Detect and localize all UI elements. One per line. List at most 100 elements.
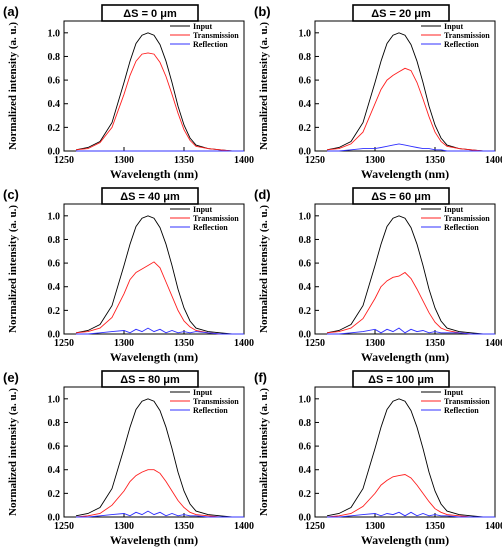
panel-label: (a) xyxy=(3,4,19,19)
y-tick-label: 0.0 xyxy=(299,330,312,341)
x-axis-label: Wavelength (nm) xyxy=(361,167,449,181)
y-tick-label: 0.8 xyxy=(299,52,312,63)
panel-label: (c) xyxy=(3,187,19,202)
y-tick-label: 0.6 xyxy=(48,76,61,87)
y-tick-label: 0.2 xyxy=(48,489,61,500)
y-tick-label: 1.0 xyxy=(48,211,61,222)
y-tick-label: 0.4 xyxy=(48,99,61,110)
series-line-transmission xyxy=(326,474,495,518)
y-tick-label: 0.2 xyxy=(299,306,312,317)
series-line-input xyxy=(326,215,495,335)
chart-title: ΔS = 100 μm xyxy=(368,374,434,386)
x-axis-label: Wavelength (nm) xyxy=(361,350,449,364)
y-tick-label: 0.4 xyxy=(48,465,61,476)
series-line-transmission xyxy=(326,67,495,152)
legend-label: Input xyxy=(444,388,463,397)
y-tick-label: 0.0 xyxy=(299,513,312,524)
y-tick-label: 0.0 xyxy=(48,330,61,341)
x-tick-label: 1300 xyxy=(114,155,134,166)
legend-label: Transmission xyxy=(193,397,239,406)
y-tick-label: 0.6 xyxy=(299,442,312,453)
y-tick-label: 0.4 xyxy=(299,99,312,110)
x-axis-label: Wavelength (nm) xyxy=(110,350,198,364)
y-tick-label: 0.8 xyxy=(299,235,312,246)
x-tick-label: 1350 xyxy=(174,155,194,166)
plot-frame xyxy=(314,386,496,518)
x-tick-label: 1350 xyxy=(425,521,445,532)
panel-label: (d) xyxy=(254,187,271,202)
x-tick-label: 1250 xyxy=(305,155,325,166)
x-tick-label: 1400 xyxy=(234,155,254,166)
x-axis-label: Wavelength (nm) xyxy=(361,533,449,547)
legend-label: Transmission xyxy=(193,31,239,40)
y-axis-label: Normalized intensity (a. u.) xyxy=(258,22,270,150)
y-tick-label: 0.6 xyxy=(299,76,312,87)
x-tick-label: 1300 xyxy=(114,521,134,532)
legend-label: Input xyxy=(193,22,212,31)
series-line-input xyxy=(326,32,495,152)
chart-title: ΔS = 80 μm xyxy=(120,374,180,386)
x-tick-label: 1250 xyxy=(305,338,325,349)
legend-label: Transmission xyxy=(444,214,490,223)
panel-label: (f) xyxy=(254,370,267,385)
y-tick-label: 0.8 xyxy=(48,418,61,429)
y-tick-label: 0.0 xyxy=(299,147,312,158)
x-tick-label: 1250 xyxy=(305,521,325,532)
x-tick-label: 1300 xyxy=(365,521,385,532)
y-tick-label: 0.8 xyxy=(48,235,61,246)
legend-label: Transmission xyxy=(193,214,239,223)
x-tick-label: 1350 xyxy=(425,155,445,166)
y-tick-label: 0.4 xyxy=(299,282,312,293)
chart-panel: (b) ΔS = 20 μm 1250 1300 1350 1400 0.0 0.2 0.4 0.… xyxy=(254,4,502,181)
x-tick-label: 1400 xyxy=(234,338,254,349)
plot-frame xyxy=(314,203,496,335)
series-line-reflection xyxy=(327,143,495,152)
series-line-reflection xyxy=(327,511,495,518)
chart-panel: (d) ΔS = 60 μm 1250 1300 1350 1400 0.0 0.2 0.4 0.… xyxy=(254,187,502,364)
x-tick-label: 1400 xyxy=(485,521,502,532)
y-tick-label: 0.6 xyxy=(48,259,61,270)
plot-frame xyxy=(63,386,245,518)
legend-label: Input xyxy=(444,205,463,214)
series-line-reflection xyxy=(76,510,244,518)
x-tick-label: 1350 xyxy=(425,338,445,349)
legend-label: Reflection xyxy=(193,40,228,49)
y-axis-label: Normalized intensity (a. u.) xyxy=(258,205,270,333)
x-tick-label: 1250 xyxy=(54,521,74,532)
y-axis-label: Normalized intensity (a. u.) xyxy=(7,205,19,333)
legend-label: Input xyxy=(444,22,463,31)
series-line-input xyxy=(326,398,495,518)
plot-frame xyxy=(314,20,496,152)
legend-label: Reflection xyxy=(193,406,228,415)
series-line-input xyxy=(75,215,244,335)
chart-panel: (f) ΔS = 100 μm 1250 1300 1350 1400 0.0 0.2 0.4 0… xyxy=(254,370,502,547)
panel-label: (e) xyxy=(3,370,19,385)
legend-label: Reflection xyxy=(444,223,479,232)
x-tick-label: 1300 xyxy=(365,338,385,349)
series-line-input xyxy=(75,398,244,518)
y-tick-label: 0.6 xyxy=(48,442,61,453)
y-tick-label: 0.0 xyxy=(48,513,61,524)
y-tick-label: 0.2 xyxy=(299,123,312,134)
x-tick-label: 1300 xyxy=(365,155,385,166)
legend-label: Input xyxy=(193,205,212,214)
series-line-input xyxy=(75,32,244,152)
chart-panel: (c) ΔS = 40 μm 1250 1300 1350 1400 0.0 0.2 0.4 0.… xyxy=(3,187,254,364)
y-tick-label: 0.4 xyxy=(48,282,61,293)
y-axis-label: Normalized intensity (a. u.) xyxy=(7,22,19,150)
y-tick-label: 0.6 xyxy=(299,259,312,270)
y-tick-label: 0.2 xyxy=(299,489,312,500)
y-tick-label: 1.0 xyxy=(299,28,312,39)
x-tick-label: 1300 xyxy=(114,338,134,349)
y-tick-label: 1.0 xyxy=(48,394,61,405)
series-line-transmission xyxy=(75,469,244,518)
x-tick-label: 1350 xyxy=(174,338,194,349)
legend-label: Transmission xyxy=(444,31,490,40)
x-axis-label: Wavelength (nm) xyxy=(110,167,198,181)
series-line-transmission xyxy=(75,52,244,152)
x-tick-label: 1400 xyxy=(234,521,254,532)
chart-title: ΔS = 60 μm xyxy=(371,191,431,203)
chart-title: ΔS = 20 μm xyxy=(371,8,431,20)
chart-title: ΔS = 40 μm xyxy=(120,191,180,203)
x-tick-label: 1400 xyxy=(485,155,502,166)
